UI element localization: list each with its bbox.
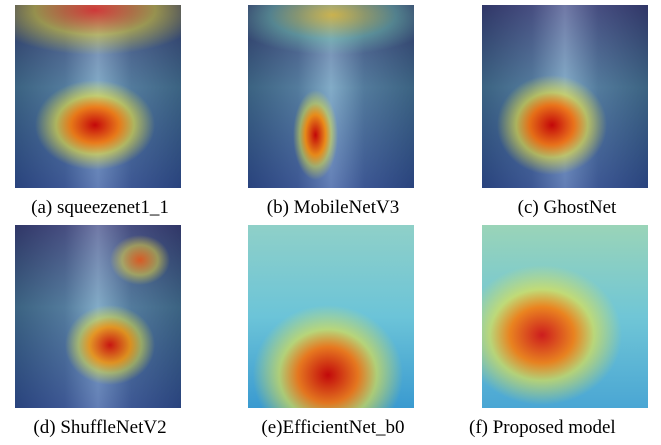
figure: (a) squeezenet1_1 (b) MobileNetV3 (c) Gh… [0, 0, 661, 445]
heatmap-image [248, 5, 414, 188]
caption: (f) Proposed model [469, 417, 661, 439]
caption: (a) squeezenet1_1 [0, 197, 205, 219]
panel: (c) GhostNet [482, 5, 648, 188]
panel: (b) MobileNetV3 [248, 5, 414, 188]
caption: (d) ShuffleNetV2 [0, 417, 205, 439]
heatmap-image [15, 225, 181, 408]
heatmap-image [482, 225, 648, 408]
heatmap-image [482, 5, 648, 188]
caption: (b) MobileNetV3 [228, 197, 438, 219]
caption: (e)EfficientNet_b0 [228, 417, 438, 439]
panel: (e)EfficientNet_b0 [248, 225, 414, 408]
heatmap-image [248, 225, 414, 408]
caption: (c) GhostNet [462, 197, 661, 219]
heatmap-image [15, 5, 181, 188]
panel: (a) squeezenet1_1 [15, 5, 181, 188]
panel: (d) ShuffleNetV2 [15, 225, 181, 408]
panel: (f) Proposed model [482, 225, 648, 408]
